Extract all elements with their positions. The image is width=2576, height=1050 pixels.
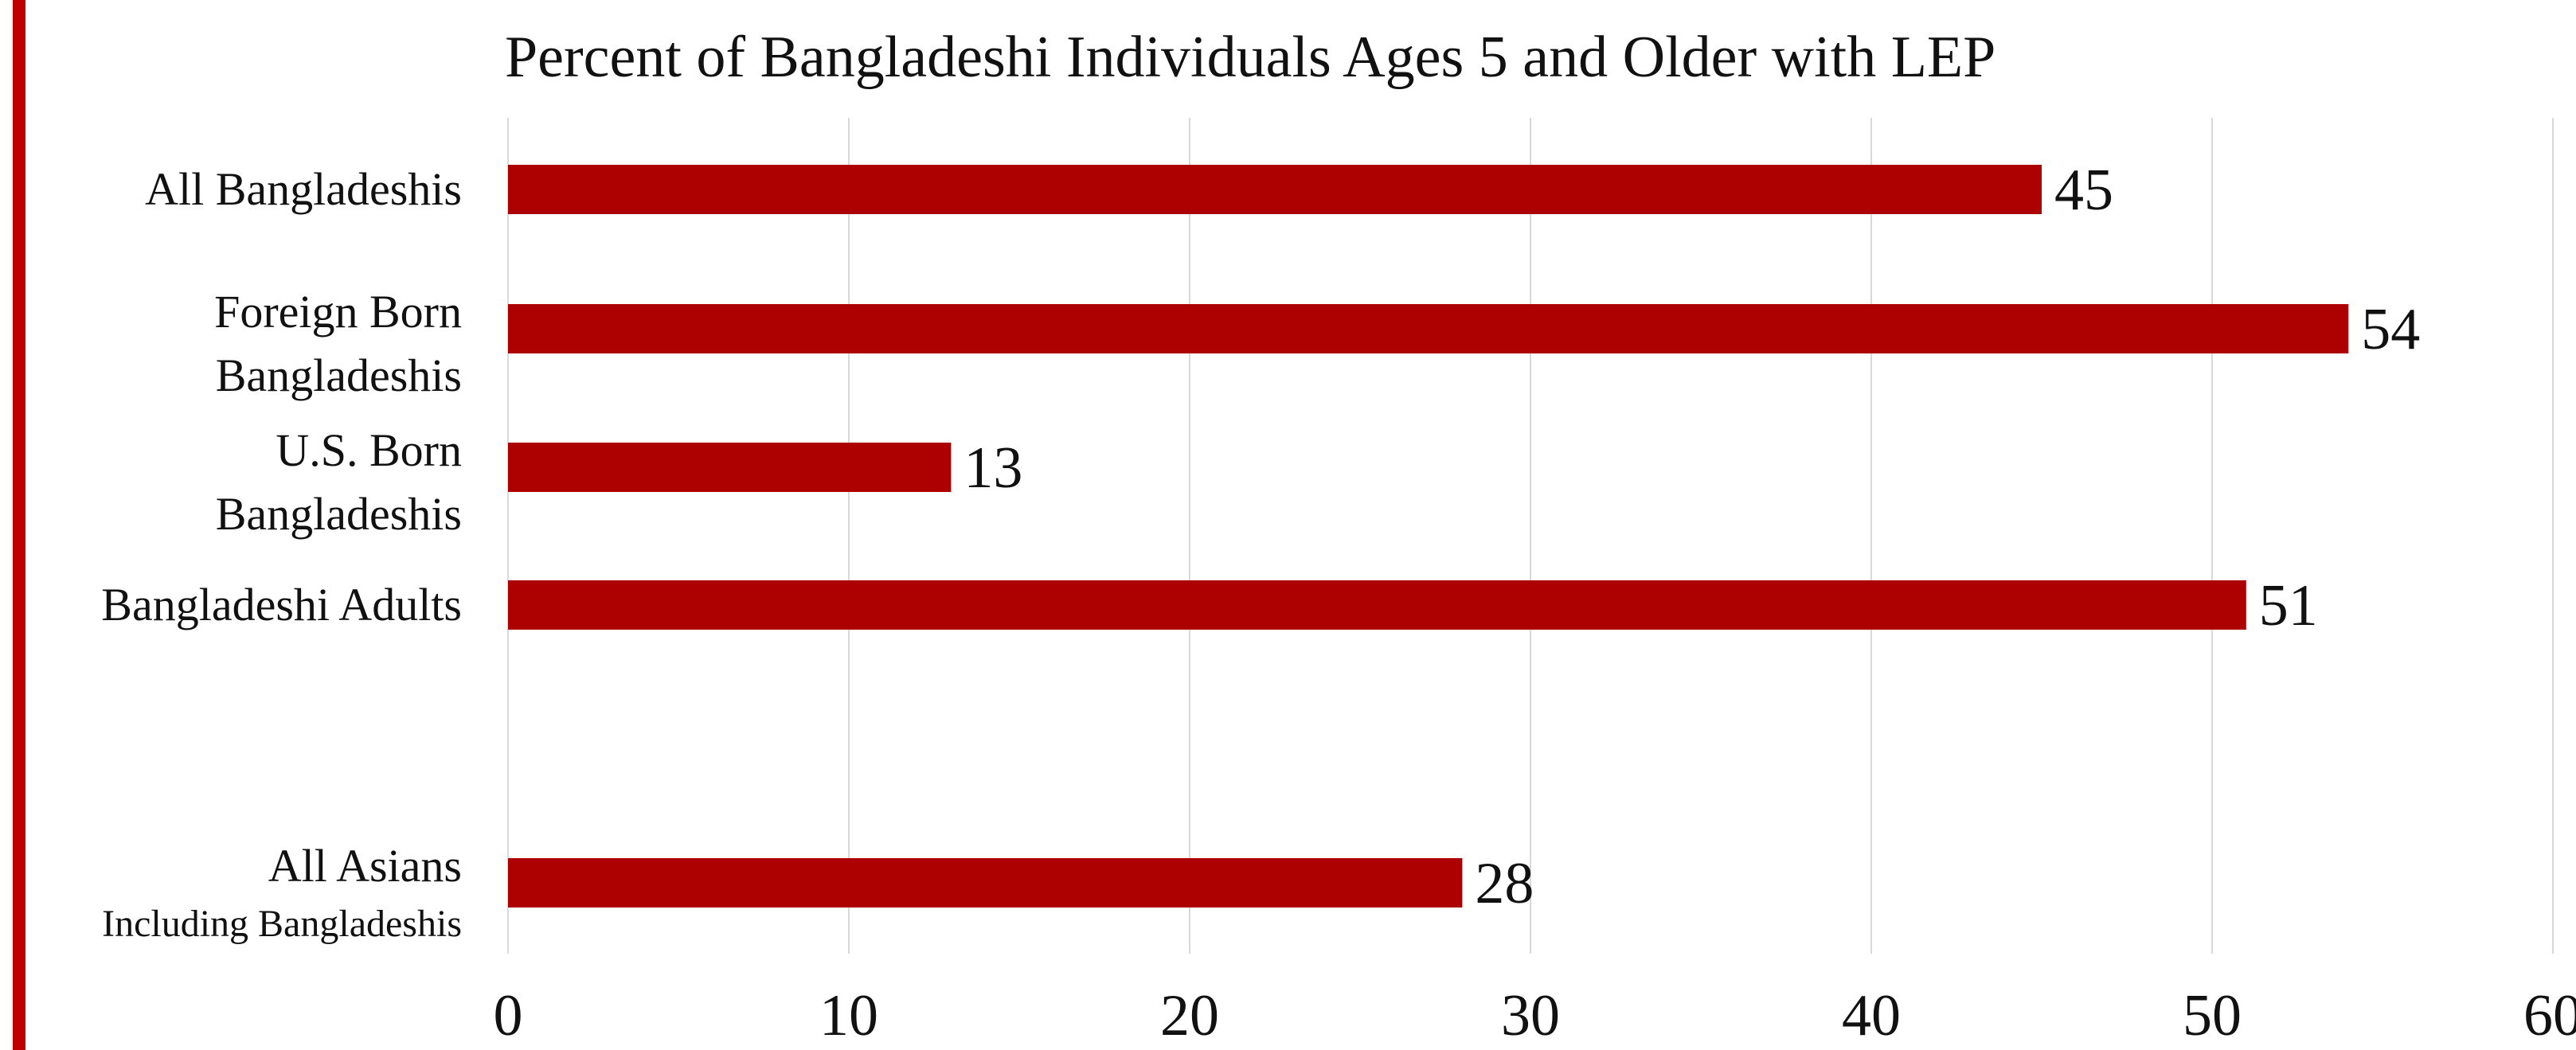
category-label: Bangladeshis — [216, 349, 462, 401]
x-tick-label: 50 — [2183, 983, 2242, 1048]
chart-title: Percent of Bangladeshi Individuals Ages … — [505, 25, 1996, 90]
x-tick-label: 60 — [2523, 983, 2576, 1048]
data-label: 28 — [1475, 851, 1534, 916]
bar — [508, 858, 1463, 908]
x-tick-label: 10 — [819, 983, 878, 1048]
category-label: All Asians — [268, 840, 462, 892]
x-tick-label: 0 — [494, 983, 523, 1048]
category-label: Bangladeshi Adults — [101, 579, 462, 630]
category-label: Foreign Born — [214, 286, 462, 338]
data-label: 54 — [2361, 297, 2420, 362]
data-label: 13 — [964, 435, 1022, 501]
x-tick-label: 20 — [1160, 983, 1219, 1048]
x-tick-label: 30 — [1501, 983, 1560, 1048]
accent-bar — [13, 0, 25, 1050]
category-label: Bangladeshis — [216, 488, 462, 540]
data-label: 45 — [2054, 158, 2113, 223]
x-tick-label: 40 — [1842, 983, 1901, 1048]
bar — [508, 580, 2246, 630]
data-label: 51 — [2259, 573, 2318, 638]
gridlines — [507, 118, 2554, 954]
bar — [508, 304, 2349, 353]
category-label: U.S. Born — [276, 424, 462, 476]
bar — [508, 443, 952, 492]
category-label: Including Bangladeshis — [102, 903, 462, 945]
bar — [508, 165, 2042, 214]
category-label: All Bangladeshis — [145, 163, 462, 215]
